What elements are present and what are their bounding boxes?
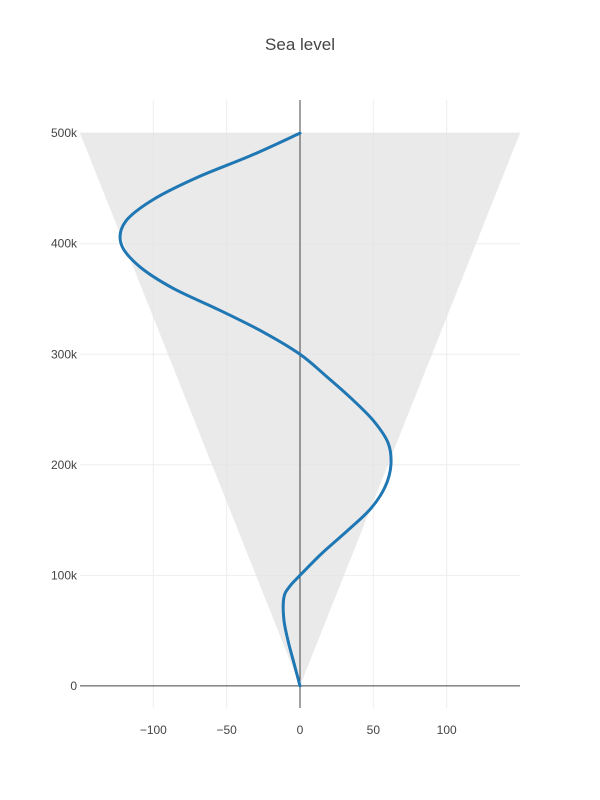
sea-level-line [118, 131, 393, 688]
y-tick-label: 100k [51, 568, 78, 582]
chart-title: Sea level [265, 35, 335, 54]
x-tick-label: 0 [297, 723, 304, 737]
x-tick-label: 50 [367, 723, 381, 737]
x-tick-label: 100 [437, 723, 457, 737]
y-tick-label: 500k [51, 126, 78, 140]
x-tick-label: −100 [140, 723, 167, 737]
y-tick-label: 0 [70, 679, 77, 693]
y-tick-label: 200k [51, 458, 78, 472]
y-tick-label: 300k [51, 347, 78, 361]
series-layer [118, 131, 393, 688]
x-tick-label: −50 [216, 723, 237, 737]
tick-label-layer: −100 −50 0 50 100 0 100k 200k 300k 400k 500k [51, 126, 457, 737]
y-tick-label: 400k [51, 237, 78, 251]
